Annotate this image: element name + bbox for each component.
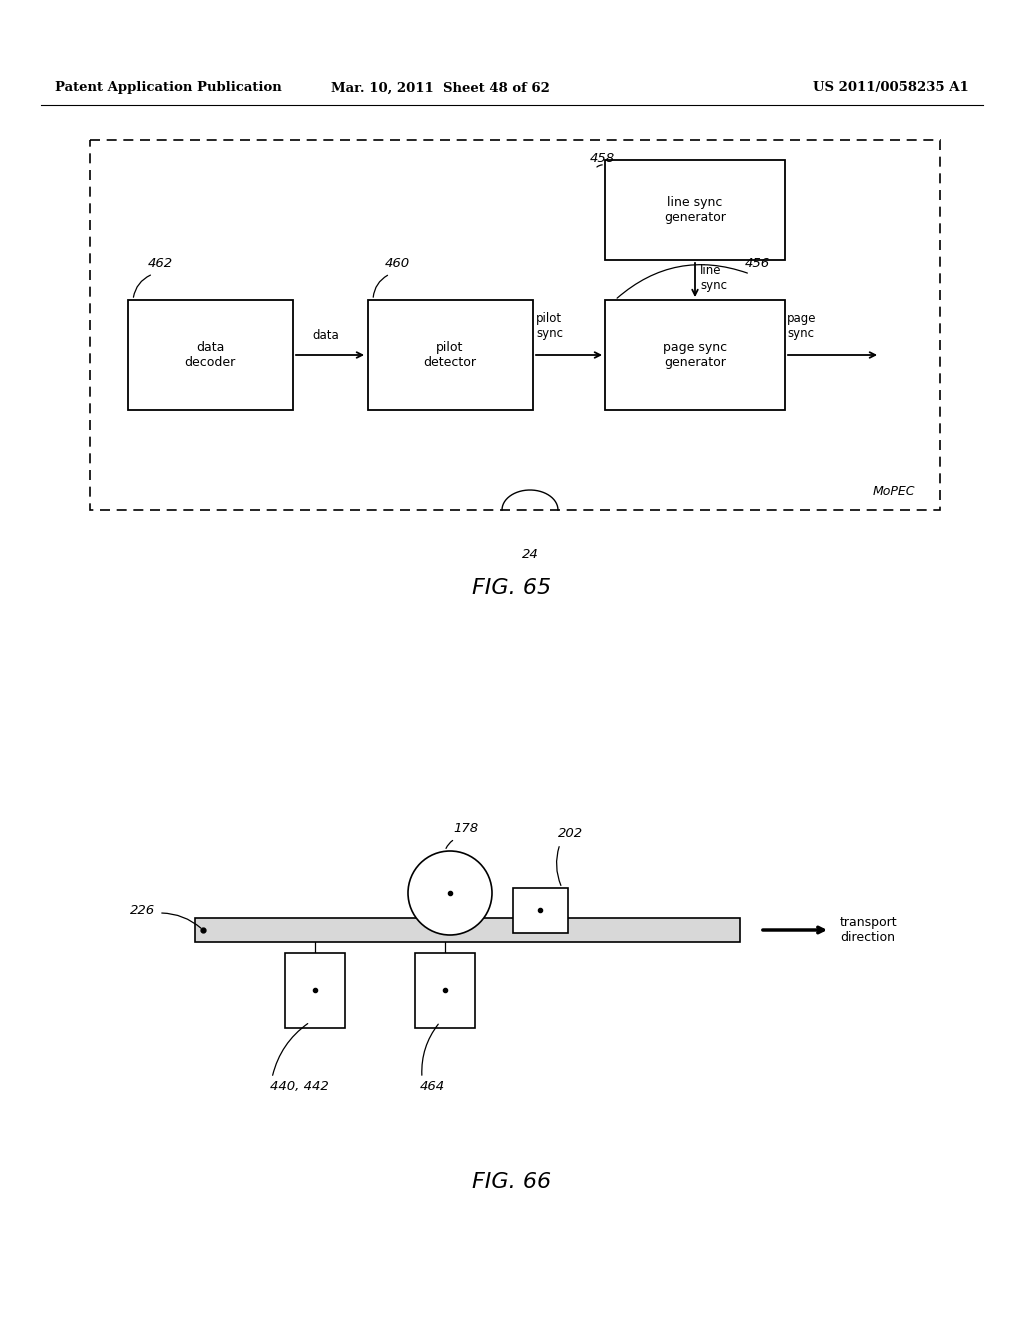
Text: 440, 442: 440, 442 [270, 1080, 329, 1093]
Text: pilot
sync: pilot sync [536, 312, 563, 341]
Circle shape [408, 851, 492, 935]
Text: Mar. 10, 2011  Sheet 48 of 62: Mar. 10, 2011 Sheet 48 of 62 [331, 82, 550, 95]
Text: page
sync: page sync [787, 312, 816, 341]
Bar [368, 300, 534, 411]
Text: 456: 456 [745, 257, 770, 271]
Bar [513, 888, 568, 933]
Text: 458: 458 [590, 152, 615, 165]
Bar [605, 160, 785, 260]
Text: 460: 460 [385, 257, 411, 271]
Text: data: data [312, 329, 339, 342]
Text: line sync
generator: line sync generator [664, 195, 726, 224]
Text: page sync
generator: page sync generator [663, 341, 727, 370]
Text: data
decoder: data decoder [184, 341, 236, 370]
Text: 464: 464 [420, 1080, 445, 1093]
Bar [605, 300, 785, 411]
Bar [285, 953, 345, 1028]
Text: 226: 226 [130, 903, 155, 916]
Text: MoPEC: MoPEC [872, 484, 915, 498]
Text: 24: 24 [521, 548, 539, 561]
Bar [415, 953, 475, 1028]
Bar [90, 140, 940, 510]
Text: FIG. 65: FIG. 65 [472, 578, 552, 598]
Bar [128, 300, 293, 411]
Text: transport
direction: transport direction [840, 916, 898, 944]
Text: line
sync: line sync [700, 264, 727, 292]
Text: pilot
detector: pilot detector [424, 341, 476, 370]
Text: 178: 178 [453, 822, 478, 836]
Text: Patent Application Publication: Patent Application Publication [55, 82, 282, 95]
Text: FIG. 66: FIG. 66 [472, 1172, 552, 1192]
Text: US 2011/0058235 A1: US 2011/0058235 A1 [813, 82, 969, 95]
Text: 202: 202 [558, 828, 583, 840]
Text: 462: 462 [148, 257, 173, 271]
Bar [195, 917, 740, 942]
